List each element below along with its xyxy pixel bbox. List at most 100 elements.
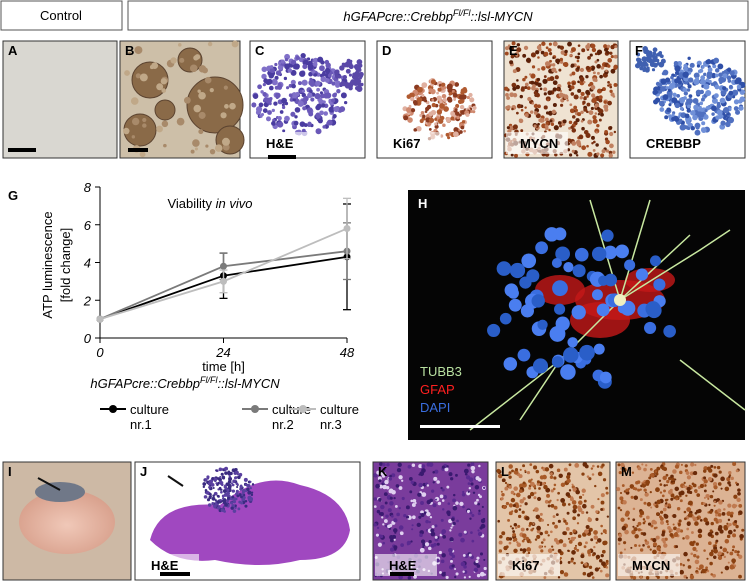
cell [673,496,676,500]
cell [542,78,548,84]
cell [220,508,225,512]
cell [426,511,431,517]
cell [587,549,592,554]
cell [351,73,358,80]
label-backdrop [506,132,568,154]
cell [734,519,738,524]
cell [532,358,549,374]
cell [428,117,435,124]
cell [647,545,651,549]
cell [545,121,549,125]
cell [590,106,594,111]
label-backdrop [252,132,314,154]
cell [219,498,222,502]
cell [553,227,567,241]
cell [527,495,532,499]
cell [696,64,701,68]
cell [506,96,510,100]
cell [592,118,598,124]
cell [420,110,425,115]
cell [552,87,557,92]
cell [421,93,425,98]
cell [596,106,600,110]
cell [236,485,239,489]
cell [592,553,595,557]
cell-body [614,294,626,306]
cell [581,126,585,131]
cell [405,505,410,510]
cell [523,45,529,51]
cell [593,343,605,355]
cell [459,104,465,110]
cell [382,472,387,476]
cell [558,473,563,479]
cell [284,115,290,122]
panel-letter: L [501,464,509,479]
cell [468,105,472,109]
cell [440,518,444,522]
cell [597,471,603,477]
cell [684,113,690,119]
cell [653,520,657,525]
cell [234,506,237,510]
y-tick-label: 4 [84,256,91,271]
cell [707,477,713,482]
cell [553,483,557,487]
cell [728,483,732,487]
cell [456,115,461,120]
cell [700,75,706,81]
cell [652,538,657,543]
cell [692,98,699,104]
cell [442,508,445,511]
cell [541,482,546,486]
cell [701,121,706,126]
cell [218,467,223,472]
cell [613,130,617,134]
cell [294,107,301,113]
cell [732,462,737,467]
cell [411,524,414,527]
cell [738,513,741,516]
cell [723,525,728,530]
cell [718,470,722,474]
cell [504,51,509,56]
cell [672,469,677,474]
cell [604,273,618,287]
cell [708,541,712,546]
cell [315,80,321,87]
cell [646,515,650,520]
cell [723,508,726,511]
cell [685,494,688,497]
cell [539,512,543,516]
x-tick-label: 24 [215,345,230,360]
cell [666,107,672,113]
cell [511,527,515,530]
cell [682,537,685,540]
cell [705,521,710,526]
cell [666,479,670,484]
cell [429,516,433,519]
cell [579,344,595,361]
x-tick-label: 48 [340,345,355,360]
cell [350,79,356,85]
cell [654,501,658,504]
cell [539,87,543,91]
cell [233,476,238,480]
cell [732,533,737,538]
cell [450,477,454,481]
cell [701,65,705,69]
cell [504,486,509,491]
cell [567,549,570,552]
cell [553,41,557,46]
cell [231,468,236,473]
cell [651,68,656,72]
cell [477,529,480,532]
cell [726,511,732,517]
cell [508,464,513,469]
cell [623,541,627,545]
cell [449,92,453,96]
cell [538,545,543,549]
cell [714,68,720,73]
cell [450,116,455,121]
